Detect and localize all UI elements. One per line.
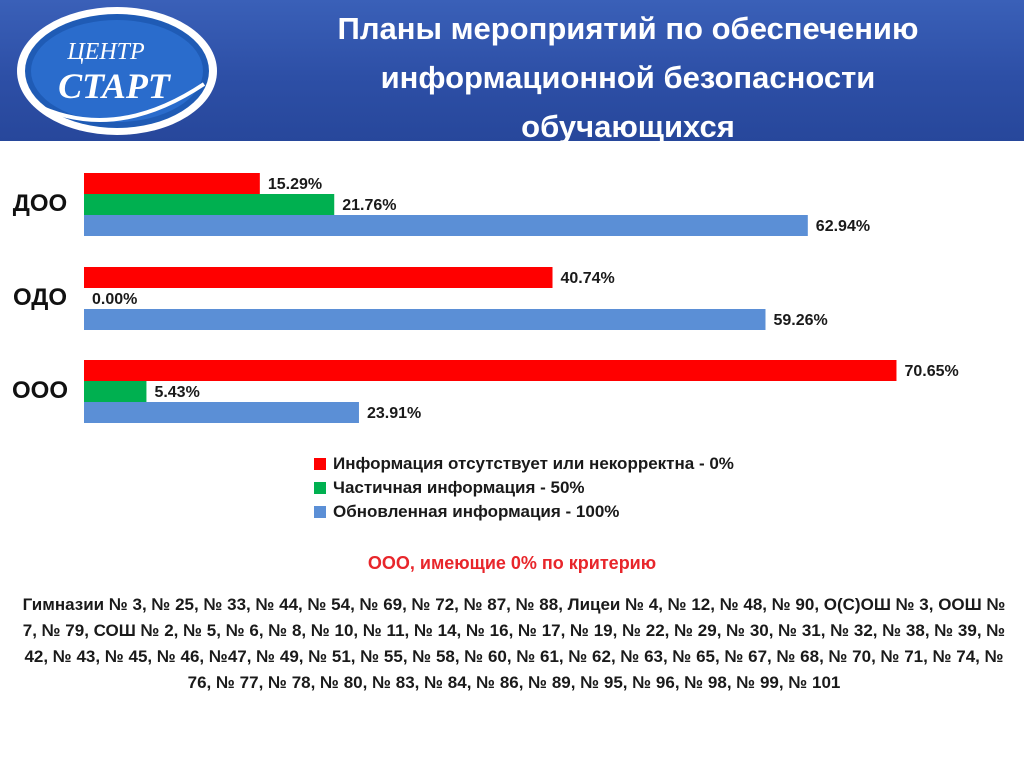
category-label: ДОО [13,190,67,217]
category-label: ОДО [13,284,67,311]
data-label: 62.94% [816,218,870,235]
data-label: 21.76% [342,197,396,214]
data-label: 40.74% [561,270,615,287]
header-banner: ЦЕНТР СТАРТ Планы мероприятий по обеспеч… [0,0,1024,144]
data-label: 70.65% [904,363,958,380]
chart-legend: Информация отсутствует или некорректна -… [314,452,734,524]
bar [84,194,335,215]
data-label: 15.29% [268,176,322,193]
bar [84,173,260,194]
category-label: ООО [12,377,68,404]
bar [84,215,808,236]
legend-item: Частичная информация - 50% [314,476,734,500]
bar [84,267,553,288]
subheading: ООО, имеющие 0% по критерию [367,553,657,573]
bar [84,402,359,423]
schools-list: Гимназии № 3, № 25, № 33, № 44, № 54, № … [22,595,1006,692]
logo-text-line2: СТАРТ [58,66,172,106]
page-title: Планы мероприятий по обеспечению информа… [337,11,919,144]
data-label: 23.91% [367,405,421,422]
bar-chart: ДОО ОДО ООО 15.29% 21.76% 62.94% 40.74% 0.00% 5… [12,173,959,423]
data-label: 5.43% [154,384,199,401]
legend-item: Информация отсутствует или некорректна -… [314,452,734,476]
logo-text-line1: ЦЕНТР [66,39,145,65]
legend-label: Информация отсутствует или некорректна -… [333,454,734,473]
legend-swatch [314,482,326,494]
logo: ЦЕНТР СТАРТ [14,4,220,139]
legend-label: Частичная информация - 50% [333,478,585,497]
legend-label: Обновленная информация - 100% [333,502,620,521]
data-label: 0.00% [92,291,137,308]
legend-swatch [314,506,326,518]
data-label: 59.26% [773,312,827,329]
bar [84,381,147,402]
bar [84,309,766,330]
legend-swatch [314,458,326,470]
legend-item: Обновленная информация - 100% [314,500,734,524]
bar [84,360,897,381]
